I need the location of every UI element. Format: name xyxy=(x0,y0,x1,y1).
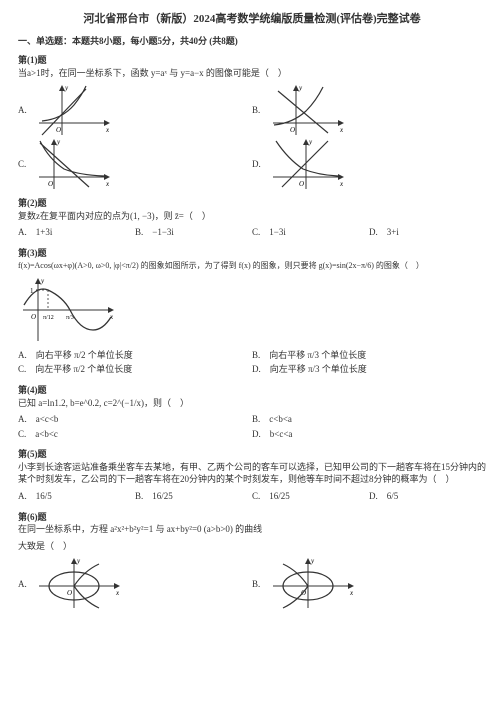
q1-graph-a: O x y xyxy=(34,83,114,137)
svg-text:O: O xyxy=(56,126,61,134)
q3-sine-graph: O x y 1 π/12 π/3 xyxy=(18,275,118,345)
q3-opt-b: B. 向右平移 π/3 个单位长度 xyxy=(252,349,486,362)
svg-text:y: y xyxy=(56,138,61,146)
q4-opt-c-val: a<b<c xyxy=(35,429,58,439)
q2-opt-d: D. 3+i xyxy=(369,226,486,239)
q3-opt-c-val: 向左平移 π/2 个单位长度 xyxy=(35,364,132,374)
q4-opt-d: D. b<c<a xyxy=(252,428,486,441)
q5-opt-a-val: 16/5 xyxy=(36,491,52,501)
q5-options: A. 16/5 B. 16/25 C. 16/25 D. 6/5 xyxy=(18,490,486,505)
q2-opt-b: B. −1−3i xyxy=(135,226,252,239)
svg-text:x: x xyxy=(349,589,354,597)
q5-text: 小李到长途客运站准备乘坐客车去某地，有甲、乙两个公司的客车可以选择，已知甲公司的… xyxy=(18,461,486,486)
q1-graph-b: O x y xyxy=(268,83,348,137)
q5-opt-c: C. 16/25 xyxy=(252,490,369,503)
svg-text:O: O xyxy=(67,589,72,597)
q5-opt-d: D. 6/5 xyxy=(369,490,486,503)
q4-opt-a-val: a<c<b xyxy=(36,414,59,424)
q3-graph-row: O x y 1 π/12 π/3 xyxy=(18,275,486,345)
q3-opt-a: A. 向右平移 π/2 个单位长度 xyxy=(18,349,252,362)
q1-text: 当a>1时，在同一坐标系下，函数 y=aˣ 与 y=a−x 的图像可能是（ ） xyxy=(18,67,486,80)
svg-text:x: x xyxy=(105,180,110,188)
q6-opt-b: B. O x y xyxy=(252,556,486,611)
q2-opt-c: C. 1−3i xyxy=(252,226,369,239)
q6-label-b: B. xyxy=(252,578,268,591)
q1-heading: 第(1)题 xyxy=(18,54,486,67)
q4-opt-b: B. c<b<a xyxy=(252,413,486,426)
q3-opt-d: D. 向左平移 π/3 个单位长度 xyxy=(252,363,486,376)
page-title: 河北省邢台市（新版）2024高考数学统编版质量检测(评估卷)完整试卷 xyxy=(18,12,486,27)
q1-label-b: B. xyxy=(252,104,268,117)
q6-text: 在同一坐标系中，方程 a²x²+b²y²=1 与 ax+by²=0 (a>b>0… xyxy=(18,523,486,536)
q1-opt-d: D. O x y xyxy=(252,137,486,191)
q4-opt-c: C. a<b<c xyxy=(18,428,252,441)
q3-heading: 第(3)题 xyxy=(18,247,486,260)
q6-heading: 第(6)题 xyxy=(18,511,486,524)
svg-text:x: x xyxy=(115,589,120,597)
q3-opt-a-val: 向右平移 π/2 个单位长度 xyxy=(36,350,133,360)
q6-graph-a: O x y xyxy=(34,556,124,611)
q2-opt-d-val: 3+i xyxy=(387,227,399,237)
q5-opt-b-val: 16/25 xyxy=(152,491,173,501)
q6-opt-a: A. O x y xyxy=(18,556,252,611)
q4-options: A. a<c<b B. c<b<a C. a<b<c D. b<c<a xyxy=(18,413,486,442)
q5-opt-c-val: 16/25 xyxy=(269,491,290,501)
q6-text2: 大致是（ ） xyxy=(18,540,486,553)
q5-opt-a: A. 16/5 xyxy=(18,490,135,503)
svg-text:y: y xyxy=(310,557,315,565)
q3-graph-cell: O x y 1 π/12 π/3 xyxy=(18,275,486,345)
q1-graphs: A. O x y B. O x y C. O x xyxy=(18,83,486,191)
svg-text:x: x xyxy=(105,126,110,134)
q2-heading: 第(2)题 xyxy=(18,197,486,210)
q3-opt-c: C. 向左平移 π/2 个单位长度 xyxy=(18,363,252,376)
svg-text:y: y xyxy=(64,84,69,92)
q6-graphs: A. O x y B. O x y xyxy=(18,556,486,611)
q1-label-a: A. xyxy=(18,104,34,117)
q2-opt-c-val: 1−3i xyxy=(269,227,286,237)
svg-text:O: O xyxy=(48,180,53,188)
q2-opt-b-val: −1−3i xyxy=(152,227,174,237)
q6-graph-b: O x y xyxy=(268,556,358,611)
q1-label-d: D. xyxy=(252,158,268,171)
q4-heading: 第(4)题 xyxy=(18,384,486,397)
q3-opt-d-val: 向左平移 π/3 个单位长度 xyxy=(270,364,367,374)
q3-text: f(x)=Acos(ωx+φ)(A>0, ω>0, |φ|<π/2) 的图象如图… xyxy=(18,260,486,271)
svg-text:x: x xyxy=(339,180,344,188)
section-heading: 一、单选题：本题共8小题，每小题5分，共40分 (共8题) xyxy=(18,35,486,48)
q2-opt-a: A. 1+3i xyxy=(18,226,135,239)
q3-opt-b-val: 向右平移 π/3 个单位长度 xyxy=(269,350,366,360)
q2-text: 复数z在复平面内对应的点为(1, −3)，则 z̄=（ ） xyxy=(18,210,486,223)
svg-text:y: y xyxy=(40,277,45,285)
svg-text:y: y xyxy=(308,138,313,146)
svg-text:O: O xyxy=(290,126,295,134)
q5-heading: 第(5)题 xyxy=(18,448,486,461)
q2-opt-a-val: 1+3i xyxy=(36,227,53,237)
q1-opt-c: C. O x y xyxy=(18,137,252,191)
q1-label-c: C. xyxy=(18,158,34,171)
svg-text:O: O xyxy=(31,313,36,321)
q3-options: A. 向右平移 π/2 个单位长度 B. 向右平移 π/3 个单位长度 C. 向… xyxy=(18,349,486,378)
q2-options: A. 1+3i B. −1−3i C. 1−3i D. 3+i xyxy=(18,226,486,241)
q4-opt-b-val: c<b<a xyxy=(269,414,292,424)
q1-graph-d: O x y xyxy=(268,137,348,191)
q5-opt-d-val: 6/5 xyxy=(387,491,399,501)
q4-text: 已知 a=ln1.2, b=e^0.2, c=2^(−1/x)，则（ ） xyxy=(18,397,486,410)
q3-xtick-0: π/12 xyxy=(43,315,54,321)
svg-text:x: x xyxy=(339,126,344,134)
q6-label-a: A. xyxy=(18,578,34,591)
q4-opt-d-val: b<c<a xyxy=(270,429,293,439)
svg-text:O: O xyxy=(299,180,304,188)
q1-opt-b: B. O x y xyxy=(252,83,486,137)
svg-text:y: y xyxy=(76,557,81,565)
q1-graph-c: O x y xyxy=(34,137,114,191)
q1-opt-a: A. O x y xyxy=(18,83,252,137)
q4-opt-a: A. a<c<b xyxy=(18,413,252,426)
q5-opt-b: B. 16/25 xyxy=(135,490,252,503)
svg-text:y: y xyxy=(298,84,303,92)
